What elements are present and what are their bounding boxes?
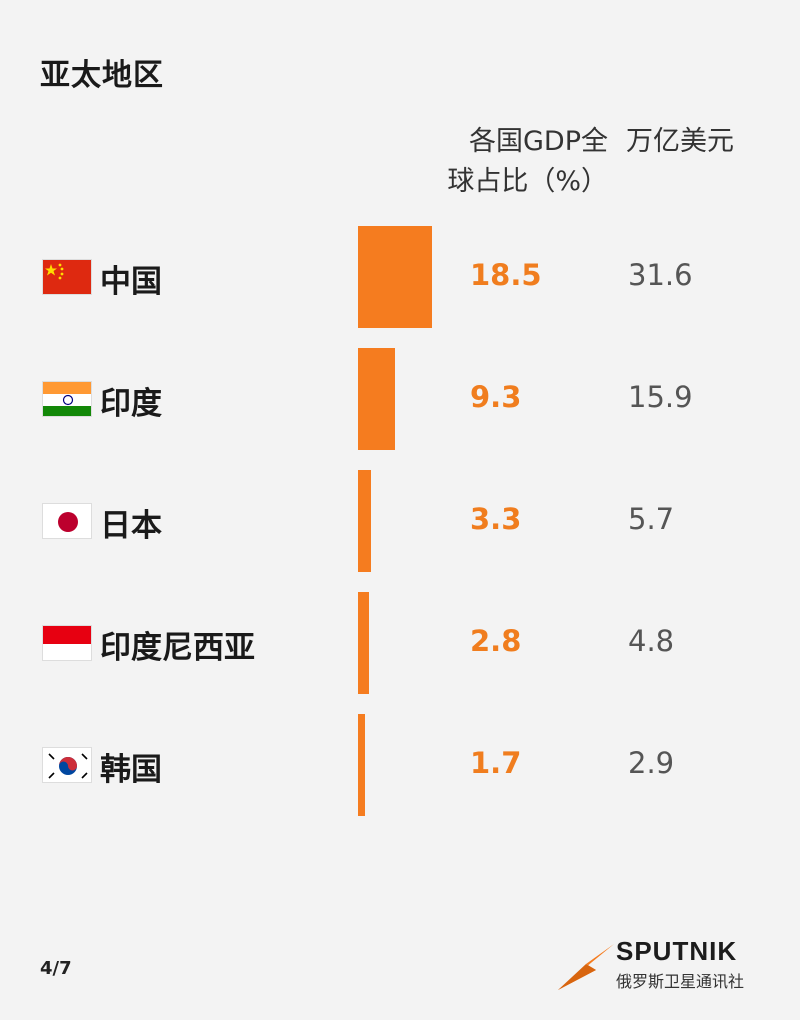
share-header-line-1: 各国GDP全: [469, 126, 608, 157]
share-value-label: 18.5: [470, 258, 542, 292]
gdp-value-label: 5.7: [628, 502, 675, 536]
chart-row-korea: 韩国 1.7 2.9: [0, 714, 800, 816]
share-bar: [358, 470, 371, 572]
chart-row-indonesia: 印度尼西亚 2.8 4.8: [0, 592, 800, 694]
country-label: 印度尼西亚: [100, 630, 255, 666]
page-indicator: 4/7: [40, 958, 72, 979]
chart-row-india: 印度 9.3 15.9: [0, 348, 800, 450]
share-value-label: 9.3: [470, 380, 522, 414]
share-value-label: 3.3: [470, 502, 522, 536]
sputnik-arrow-icon: [558, 944, 614, 990]
japan-flag-icon: [42, 503, 92, 539]
korea-flag-icon: [42, 747, 92, 783]
indonesia-flag-icon: [42, 625, 92, 661]
gdp-value-label: 2.9: [628, 746, 675, 780]
gdp-value-label: 31.6: [628, 258, 693, 292]
india-flag-icon: [42, 381, 92, 417]
gdp-value-label: 4.8: [628, 624, 675, 658]
china-flag-icon: [42, 259, 92, 295]
country-label: 中国: [100, 264, 162, 300]
country-label: 韩国: [100, 752, 162, 788]
share-bar: [358, 348, 395, 450]
logo-subtitle: 俄罗斯卫星通讯社: [616, 972, 745, 991]
country-label: 日本: [100, 508, 162, 544]
share-value-label: 1.7: [470, 746, 522, 780]
sputnik-logo: SPUTNIK 俄罗斯卫星通讯社: [556, 934, 756, 994]
chart-row-china: 中国 18.5 31.6: [0, 226, 800, 328]
share-bar: [358, 714, 365, 816]
country-label: 印度: [100, 386, 162, 422]
chart-title: 亚太地区: [40, 58, 164, 93]
chart-row-japan: 日本 3.3 5.7: [0, 470, 800, 572]
share-bar: [358, 592, 369, 694]
gdp-column-header: 万亿美元: [626, 126, 734, 157]
share-header-line-2: 球占比（%）: [447, 166, 608, 197]
logo-name: SPUTNIK: [616, 936, 738, 966]
share-column-header: 各国GDP全 球占比（%）: [408, 122, 608, 202]
share-bar: [358, 226, 432, 328]
share-value-label: 2.8: [470, 624, 522, 658]
gdp-value-label: 15.9: [628, 380, 693, 414]
